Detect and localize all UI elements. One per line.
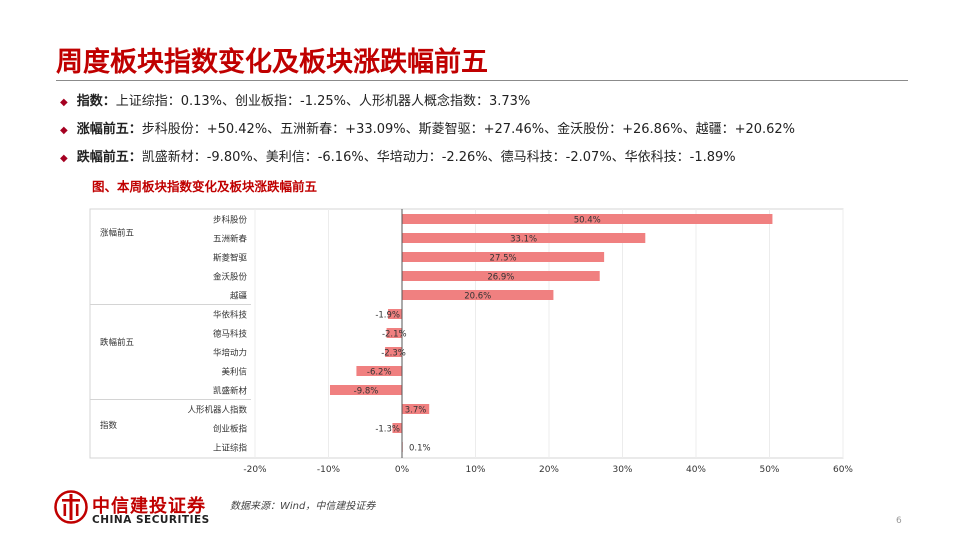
bullet-item: ◆ 跌幅前五：凯盛新材：-9.80%、美利信：-6.16%、华培动力：-2.26%…: [60, 144, 795, 172]
bullet-list: ◆ 指数：上证综指：0.13%、创业板指：-1.25%、人形机器人概念指数：3.7…: [60, 88, 795, 172]
bar: [402, 252, 605, 262]
bar: [392, 423, 402, 433]
data-label: -2.3%: [381, 348, 406, 358]
diamond-bullet-icon: ◆: [60, 153, 68, 164]
data-label: 20.6%: [464, 291, 491, 301]
data-label: 50.4%: [574, 215, 601, 225]
diamond-bullet-icon: ◆: [60, 97, 68, 108]
data-label: 26.9%: [487, 272, 514, 282]
category-label: 华培动力: [213, 348, 247, 359]
x-tick-label: 50%: [759, 465, 779, 475]
data-label: 3.7%: [405, 405, 427, 415]
bullet-item: ◆ 指数：上证综指：0.13%、创业板指：-1.25%、人形机器人概念指数：3.7…: [60, 88, 795, 116]
x-tick-label: 0%: [395, 465, 410, 475]
data-label: -2.1%: [382, 329, 407, 339]
data-label: 33.1%: [510, 234, 537, 244]
data-label: -1.3%: [375, 424, 400, 434]
category-label: 越疆: [230, 291, 248, 302]
category-label: 人形机器人指数: [187, 405, 247, 416]
category-label: 上证综指: [213, 443, 248, 454]
bullet-label: 跌幅前五：: [76, 150, 142, 165]
category-label: 凯盛新材: [213, 386, 248, 397]
x-tick-label: -20%: [243, 465, 267, 475]
figure-title: 图、本周板块指数变化及板块涨跌幅前五: [92, 179, 318, 194]
group-label: 涨幅前五: [100, 227, 135, 238]
bullet-label: 指数：: [76, 94, 116, 109]
bar: [386, 328, 402, 338]
x-tick-label: -10%: [317, 465, 341, 475]
bar: [388, 309, 402, 319]
bullet-text: 凯盛新材：-9.80%、美利信：-6.16%、华培动力：-2.26%、德马科技：…: [141, 150, 736, 165]
logo-chinese-name: 中信建投证券: [92, 496, 206, 517]
category-label: 五洲新春: [213, 234, 248, 245]
title-divider: [56, 80, 908, 81]
bar: [385, 347, 402, 357]
slide-title: 周度板块指数变化及板块涨跌幅前五: [56, 47, 488, 78]
bar: [402, 290, 554, 300]
category-label: 华依科技: [213, 310, 248, 321]
x-tick-label: 30%: [612, 465, 632, 475]
data-label: 27.5%: [490, 253, 517, 263]
plot-frame: [89, 208, 844, 459]
logo-english-name: CHINA SECURITIES: [92, 514, 210, 526]
bar: [402, 233, 646, 243]
bar: [402, 214, 773, 224]
category-label: 美利信: [221, 367, 247, 378]
bullet-label: 涨幅前五：: [76, 122, 142, 137]
bullet-text: 上证综指：0.13%、创业板指：-1.25%、人形机器人概念指数：3.73%: [115, 94, 531, 109]
category-label: 德马科技: [213, 329, 248, 340]
bar: [402, 404, 430, 414]
data-label: -6.2%: [367, 367, 392, 377]
data-label: 0.1%: [409, 443, 431, 453]
diamond-bullet-icon: ◆: [60, 125, 68, 136]
bullet-text: 步科股份：+50.42%、五洲新春：+33.09%、斯菱智驱：+27.46%、金…: [141, 122, 796, 137]
category-label: 步科股份: [213, 215, 248, 226]
category-label: 金沃股份: [213, 272, 248, 283]
x-tick-label: 10%: [465, 465, 485, 475]
data-label: -9.8%: [354, 386, 379, 396]
bar: [329, 385, 402, 395]
x-tick-label: 40%: [686, 465, 706, 475]
bar: [402, 271, 600, 281]
data-label: -1.9%: [375, 310, 400, 320]
x-tick-label: 20%: [539, 465, 559, 475]
category-label: 创业板指: [213, 424, 248, 435]
data-source-note: 数据来源：Wind，中信建投证券: [230, 501, 376, 512]
bullet-item: ◆ 涨幅前五：步科股份：+50.42%、五洲新春：+33.09%、斯菱智驱：+27…: [60, 116, 795, 144]
page-number: 6: [896, 516, 902, 526]
x-tick-label: 60%: [833, 465, 853, 475]
bar: [356, 366, 402, 376]
category-label: 斯菱智驱: [213, 253, 248, 264]
group-label: 跌幅前五: [100, 337, 135, 348]
group-label: 指数: [100, 420, 118, 431]
china-securities-logo-icon: [54, 490, 88, 524]
